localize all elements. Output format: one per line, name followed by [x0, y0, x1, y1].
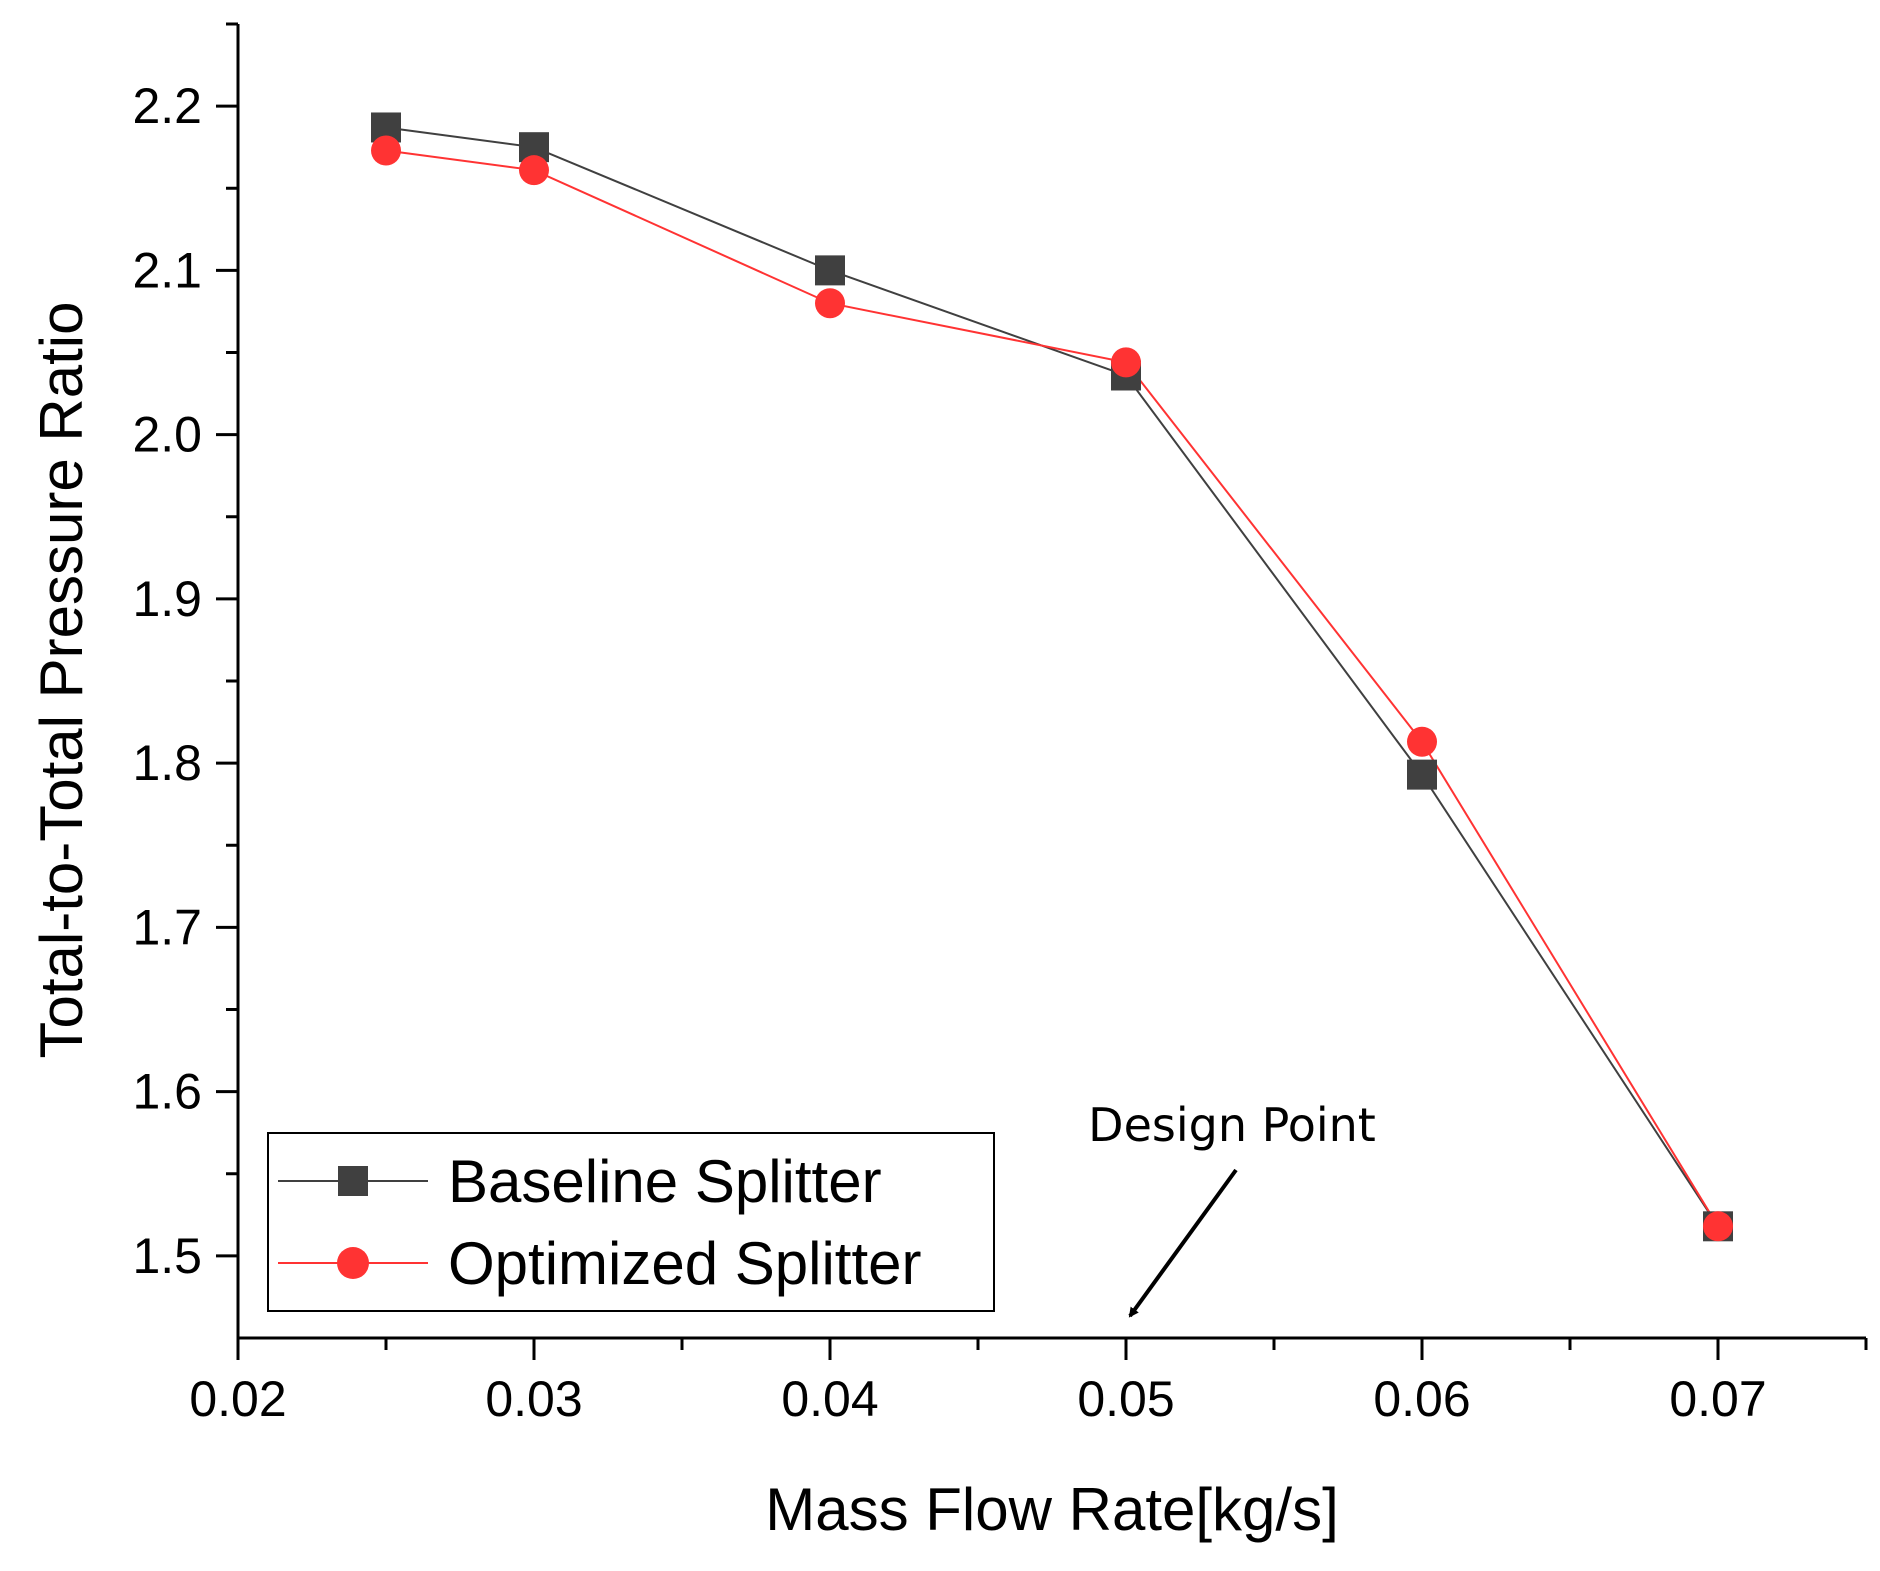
series-line-baseline [385, 126, 1719, 1227]
data-point-optimized [1111, 347, 1141, 378]
design-point-label: Design Point [1088, 1098, 1376, 1152]
legend: Baseline Splitter Optimized Splitter [267, 1132, 995, 1312]
data-point-baseline [815, 255, 845, 286]
series-line-optimized [385, 149, 1719, 1227]
x-tick-label: 0.03 [485, 1371, 582, 1427]
tick-marks [216, 22, 1868, 1360]
design-point-annotation: Design Point [1088, 1098, 1376, 1318]
y-tick-label: 1.5 [132, 1228, 202, 1284]
y-tick-label: 2.1 [132, 242, 202, 298]
data-point-optimized [519, 155, 549, 186]
series-lines [385, 126, 1719, 1227]
y-axis-title: Total-to-Total Pressure Ratio [28, 302, 95, 1059]
legend-marker-baseline [338, 1166, 368, 1196]
x-axis-title: Mass Flow Rate[kg/s] [765, 1476, 1339, 1543]
y-tick-label: 1.6 [132, 1064, 202, 1120]
data-point-optimized [1703, 1211, 1733, 1242]
design-point-arrow [1128, 1168, 1238, 1318]
data-point-optimized [1407, 726, 1437, 757]
y-tick-label: 1.8 [132, 735, 202, 791]
y-tick-label: 1.7 [132, 899, 202, 955]
series-markers [371, 112, 1733, 1242]
legend-marker-optimized [337, 1247, 369, 1279]
data-point-optimized [371, 135, 401, 166]
y-tick-label: 1.9 [132, 571, 202, 627]
tick-labels: 0.02 0.03 0.04 0.05 0.06 0.07 1.5 1.6 1.7 1.8 1.9 2… [132, 78, 1766, 1427]
data-point-optimized [815, 288, 845, 319]
x-tick-label: 0.07 [1669, 1371, 1766, 1427]
legend-label-optimized: Optimized Splitter [448, 1230, 922, 1297]
x-tick-label: 0.04 [781, 1371, 878, 1427]
x-tick-label: 0.06 [1373, 1371, 1470, 1427]
legend-label-baseline: Baseline Splitter [448, 1148, 882, 1215]
data-point-baseline [1407, 759, 1437, 790]
x-tick-label: 0.02 [189, 1371, 286, 1427]
legend-box [267, 1132, 995, 1312]
x-tick-label: 0.05 [1077, 1371, 1174, 1427]
y-tick-label: 2.2 [132, 78, 202, 134]
y-tick-label: 2.0 [132, 407, 202, 463]
